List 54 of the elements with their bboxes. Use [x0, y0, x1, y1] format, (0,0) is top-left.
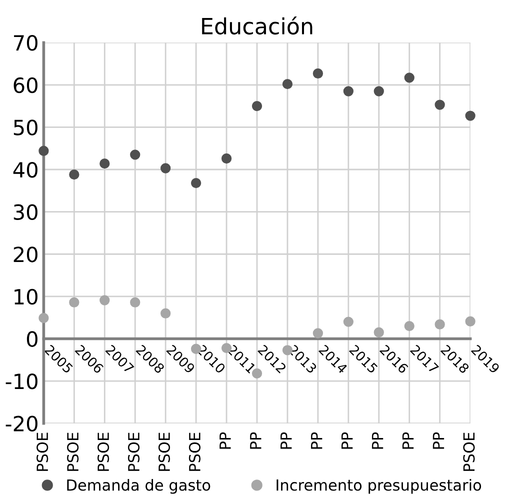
point — [465, 316, 476, 326]
point — [69, 297, 80, 308]
text: PP — [341, 432, 353, 449]
point — [374, 327, 384, 338]
point — [434, 319, 445, 330]
point — [312, 68, 324, 79]
y-tick-label: 20 — [14, 246, 38, 262]
point — [252, 100, 262, 112]
text: PSOE — [67, 432, 79, 471]
y-tick-label: 60 — [14, 77, 38, 94]
legend-label: Incremento presupuestario — [276, 478, 482, 494]
text: PSOE — [158, 432, 170, 471]
point — [38, 146, 49, 156]
point — [130, 297, 140, 308]
chart-title: Educación — [202, 16, 312, 35]
point — [130, 150, 140, 160]
point — [282, 78, 293, 90]
y-tick-label: 30 — [14, 204, 38, 220]
point — [404, 320, 414, 332]
point — [190, 178, 202, 188]
text: PP — [220, 432, 231, 449]
text: PP — [432, 432, 444, 449]
text: PSOE — [36, 432, 48, 471]
point — [69, 169, 80, 180]
point — [160, 308, 171, 318]
point — [221, 153, 232, 164]
point — [465, 110, 476, 121]
point — [343, 86, 354, 96]
text: PP — [280, 432, 292, 449]
y-tick-label: 0 — [26, 331, 38, 347]
point — [434, 100, 445, 110]
text: PP — [311, 432, 322, 449]
y-tick-label: 50 — [14, 120, 38, 136]
y-tick-label: -20 — [6, 416, 38, 432]
legend-label: Demanda de gasto — [67, 478, 210, 494]
point — [404, 72, 414, 83]
y-tick-label: 10 — [14, 288, 38, 305]
text: PP — [372, 432, 384, 449]
text: PP — [402, 432, 414, 449]
text: PP — [250, 432, 262, 449]
point — [100, 295, 110, 306]
text: PSOE — [188, 432, 200, 471]
point — [38, 312, 49, 324]
point — [343, 316, 354, 327]
y-tick-label: 70 — [14, 35, 38, 51]
text: PSOE — [98, 432, 110, 471]
y-tick-label: -10 — [6, 373, 38, 390]
point — [160, 163, 171, 174]
y-tick-label: 40 — [13, 162, 38, 178]
point — [312, 328, 324, 338]
point — [100, 158, 110, 169]
text: PSOE — [463, 432, 475, 471]
point — [374, 86, 384, 96]
text: PSOE — [128, 432, 140, 471]
